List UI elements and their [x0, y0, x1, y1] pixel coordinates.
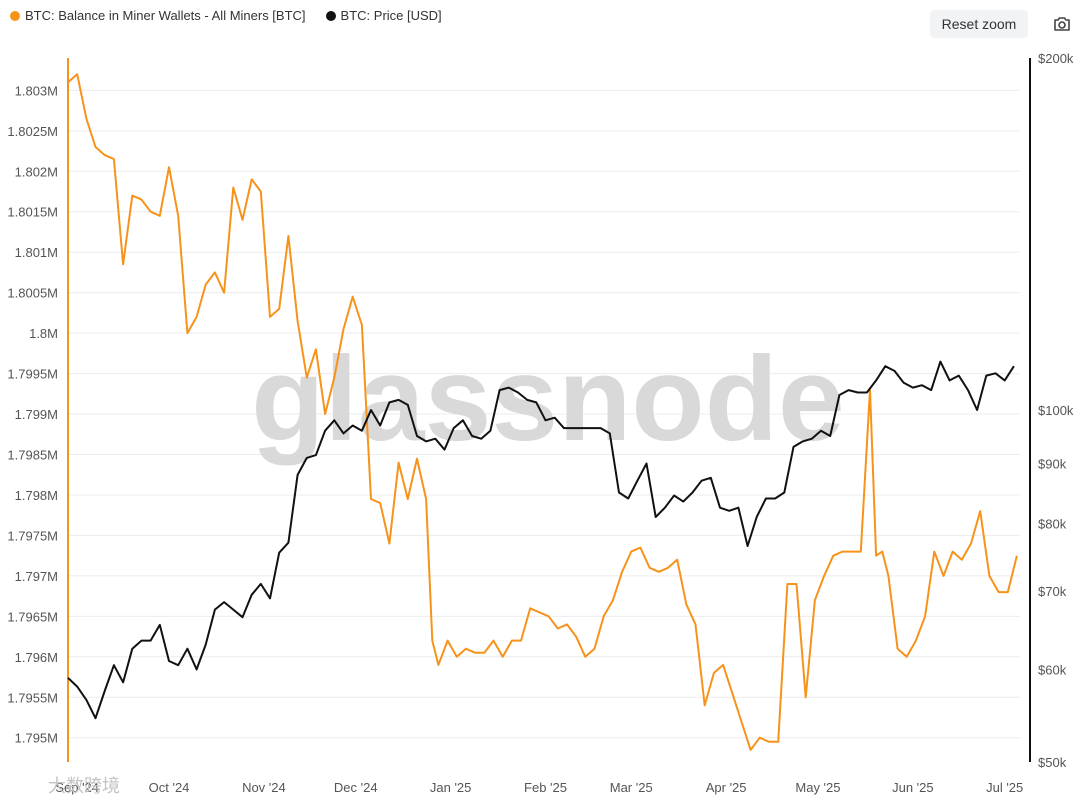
y-right-tick-label: $80k	[1038, 516, 1067, 531]
y-right-tick-label: $50k	[1038, 755, 1067, 770]
reset-zoom-button[interactable]: Reset zoom	[930, 10, 1028, 38]
y-left-tick-label: 1.797M	[15, 569, 58, 584]
y-left-tick-label: 1.799M	[15, 407, 58, 422]
series-line-price	[67, 360, 1015, 720]
y-right-tick-label: $70k	[1038, 584, 1067, 599]
y-left-tick-label: 1.7995M	[7, 367, 58, 382]
y-left-tick-label: 1.798M	[15, 488, 58, 503]
legend-item-balance[interactable]: BTC: Balance in Miner Wallets - All Mine…	[10, 8, 306, 23]
y-left-tick-label: 1.7975M	[7, 528, 58, 543]
x-tick-label: Dec '24	[334, 780, 378, 795]
y-right-tick-label: $90k	[1038, 457, 1067, 472]
series-line-balance	[67, 73, 1018, 751]
y-axis-left: 1.795M 1.7955M 1.796M 1.7965M 1.797M 1.7975M 1…	[7, 83, 58, 745]
legend-label-balance: BTC: Balance in Miner Wallets - All Mine…	[25, 8, 306, 23]
corner-watermark: 大数跨境	[48, 776, 120, 796]
y-left-tick-label: 1.7965M	[7, 609, 58, 624]
legend-item-price[interactable]: BTC: Price [USD]	[325, 8, 442, 23]
x-tick-label: Jan '25	[430, 780, 472, 795]
y-left-tick-label: 1.802M	[15, 164, 58, 179]
x-tick-label: Feb '25	[524, 780, 567, 795]
watermark-text: glassnode	[251, 332, 845, 466]
legend-marker-price	[325, 10, 336, 21]
camera-icon-glyph	[1054, 17, 1070, 31]
x-tick-label: Oct '24	[149, 780, 190, 795]
y-right-tick-label: $100k	[1038, 403, 1074, 418]
y-left-tick-label: 1.795M	[15, 731, 58, 746]
x-tick-label: May '25	[795, 780, 840, 795]
grid-lines	[68, 89, 1020, 739]
y-right-tick-label: $200k	[1038, 51, 1074, 66]
y-left-tick-label: 1.8M	[29, 326, 58, 341]
y-left-tick-label: 1.801M	[15, 245, 58, 260]
y-right-tick-label: $60k	[1038, 662, 1067, 677]
legend-label-price: BTC: Price [USD]	[340, 8, 442, 23]
x-tick-label: Sep '24	[55, 780, 99, 795]
y-left-tick-label: 1.796M	[15, 650, 58, 665]
x-tick-label: Apr '25	[706, 780, 747, 795]
x-axis: Sep '24 Oct '24 Nov '24 Dec '24 Jan '25 Feb '…	[55, 780, 1023, 795]
camera-icon[interactable]	[1052, 14, 1072, 34]
chart-legend: BTC: Balance in Miner Wallets - All Mine…	[10, 8, 442, 23]
y-left-tick-label: 1.7955M	[7, 690, 58, 705]
y-left-tick-label: 1.8025M	[7, 124, 58, 139]
y-axis-right: $50k $60k $70k $80k $90k $100k $200k	[1038, 51, 1074, 770]
x-tick-label: Nov '24	[242, 780, 286, 795]
y-left-tick-label: 1.803M	[15, 83, 58, 98]
x-tick-label: Jul '25	[986, 780, 1023, 795]
legend-marker-balance	[10, 10, 20, 21]
y-left-tick-label: 1.8005M	[7, 286, 58, 301]
y-left-tick-label: 1.8015M	[7, 205, 58, 220]
x-tick-label: Jun '25	[892, 780, 934, 795]
y-left-tick-label: 1.7985M	[7, 448, 58, 463]
x-tick-label: Mar '25	[610, 780, 653, 795]
